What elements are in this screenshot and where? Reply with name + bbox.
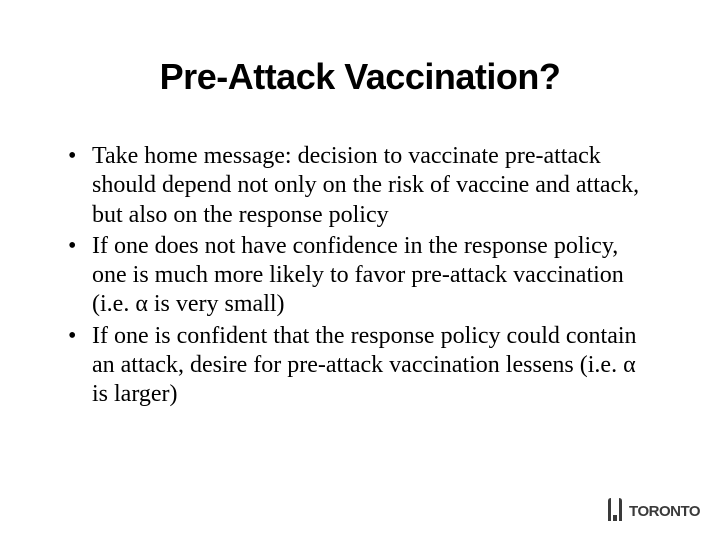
bullet-item: If one is confident that the response po…: [92, 322, 656, 410]
toronto-logo-text: TORONTO: [629, 503, 700, 520]
slide-title: Pre-Attack Vaccination?: [64, 56, 656, 98]
slide: Pre-Attack Vaccination? Take home messag…: [0, 0, 720, 540]
city-hall-icon: [605, 497, 625, 526]
bullet-item: Take home message: decision to vaccinate…: [92, 142, 656, 230]
bullet-item: If one does not have confidence in the r…: [92, 232, 656, 320]
toronto-logo: TORONTO: [605, 497, 700, 526]
bullet-list: Take home message: decision to vaccinate…: [64, 142, 656, 409]
